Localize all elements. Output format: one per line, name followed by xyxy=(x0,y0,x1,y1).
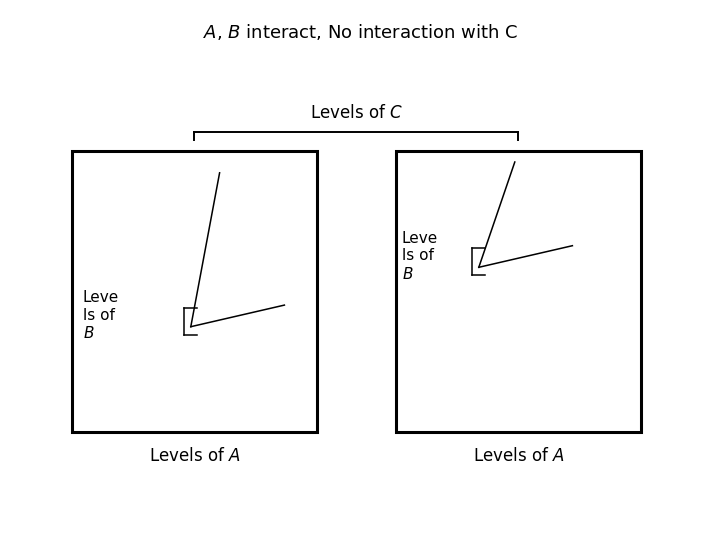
FancyBboxPatch shape xyxy=(72,151,317,432)
Text: Leve
ls of
$B$: Leve ls of $B$ xyxy=(83,291,119,341)
Text: Levels of $\it{A}$: Levels of $\it{A}$ xyxy=(148,447,240,465)
Text: Levels of $\it{A}$: Levels of $\it{A}$ xyxy=(472,447,564,465)
Text: Levels of $\it{C}$: Levels of $\it{C}$ xyxy=(310,104,403,122)
Text: Leve
ls of
$B$: Leve ls of $B$ xyxy=(402,231,438,282)
FancyBboxPatch shape xyxy=(396,151,641,432)
Text: $\it{A}$, $\it{B}$ interact, No interaction with C: $\it{A}$, $\it{B}$ interact, No interact… xyxy=(202,22,518,43)
